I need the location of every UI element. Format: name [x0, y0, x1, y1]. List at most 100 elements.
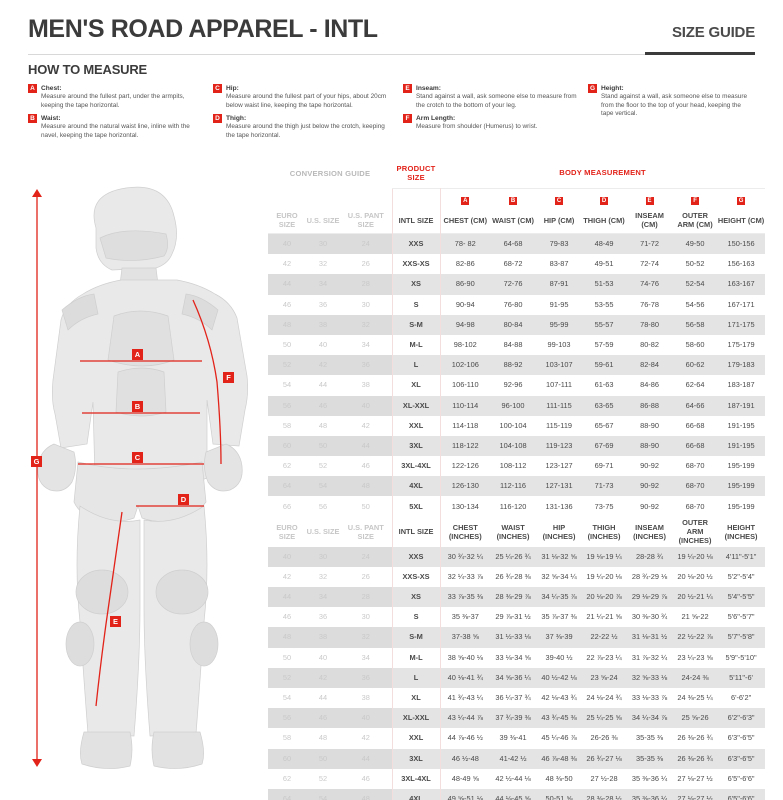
measure-item-arm-length: F Arm Length: Measure from shoulder (Hum… [403, 114, 580, 132]
cell-chest: 106-110 [451, 380, 479, 390]
cell-euro-size: 48 [268, 627, 306, 648]
measure-label: Chest: [41, 85, 62, 92]
column-header-inseam: INSEAM (CM) [635, 211, 664, 229]
cell-outer-arm: 26 ⅜-26 ¾ [677, 733, 713, 743]
page-header: MEN'S ROAD APPAREL - INTL SIZE GUIDE [28, 14, 755, 58]
cell-us-size: 56 [318, 501, 328, 511]
measure-text: Measure around the fullest part of your … [226, 93, 387, 109]
cell-hip: 103-107 [536, 355, 583, 376]
cell-us-pant-size: 42 [361, 420, 370, 430]
table-row: 52 42 36 L 102-106 88-92 103-107 59-61 82-84 60-6… [268, 355, 766, 376]
cell-hip: 87-91 [536, 274, 583, 295]
measure-text: Measure around the natural waist line, i… [41, 123, 190, 139]
column-header-waist: WAIST (CM) [492, 215, 534, 225]
cell-inseam: 88-90 [626, 435, 674, 457]
cell-intl-size: 3XL [391, 435, 441, 457]
cell-height: 6'-6'2" [730, 693, 752, 703]
cell-us-size: 50 [306, 435, 340, 457]
cell-inseam: 34 ¼-34 ⅞ [626, 708, 674, 729]
cell-height: 187-191 [717, 395, 766, 416]
cell-us-pant-size: 24 [340, 546, 393, 567]
table-row: 64 54 48 4XL 49 ⅝-51 ⅛ 44 ⅛-45 ⅝ 50-51 ⅝ 28 ⅜-2… [268, 788, 766, 800]
cell-outer-arm: 60-62 [673, 355, 718, 376]
cell-outer-arm: 62-64 [685, 380, 705, 390]
cell-us-pant-size: 26 [361, 259, 370, 269]
table-body-inches: 40 30 24 XXS 30 ¾-32 ¼ 25 ¼-26 ¾ 31 ⅛-32 ⅝ 19 ⅛… [268, 546, 766, 800]
measure-text: Measure around the fullest part, under t… [41, 93, 185, 109]
cell-inseam: 76-78 [640, 299, 659, 309]
cell-chest: 40 ⅛-41 ¾ [440, 667, 491, 688]
cell-thigh: 73-75 [594, 501, 614, 511]
cell-euro-size: 52 [268, 667, 306, 688]
inseam-line [95, 511, 123, 707]
cell-height: 5'9"-5'10" [725, 652, 757, 662]
cell-us-pant-size: 36 [340, 355, 393, 376]
cell-outer-arm: 20 ⅛-20 ½ [677, 571, 713, 581]
cell-inseam: 72-74 [640, 259, 659, 269]
cell-chest: 110-114 [440, 395, 491, 416]
marker-e-icon: E [645, 197, 654, 205]
cell-hip: 48 ⅜-50 [545, 773, 573, 783]
cell-chest: 114-118 [452, 420, 479, 430]
marker-d-icon: D [213, 114, 222, 124]
cell-outer-arm: 24 ⅜-25 ¼ [677, 693, 713, 703]
cell-hip: 99-103 [547, 340, 571, 350]
table-row: 40 30 24 XXS 30 ¾-32 ¼ 25 ¼-26 ¾ 31 ⅛-32 ⅝ 19 ⅛… [268, 546, 766, 567]
cell-thigh: 22 ⅞-23 ¼ [586, 652, 622, 662]
cell-thigh: 24 ⅛-24 ¾ [586, 693, 622, 703]
cell-height: 5'6"-5'7" [727, 612, 755, 622]
cell-chest: 126-130 [440, 476, 491, 497]
cell-us-pant-size: 36 [340, 667, 393, 688]
measure-label: Hip: [226, 85, 239, 92]
table-row: 42 32 26 XXS-XS 82-86 68-72 83-87 49-51 72-74 50-… [268, 254, 765, 275]
cell-outer-arm: 27 ⅛-27 ½ [673, 788, 718, 800]
cell-chest: 122-126 [451, 461, 479, 471]
cell-us-size: 52 [318, 773, 328, 783]
cell-thigh: 69-71 [594, 461, 614, 471]
cell-euro-size: 60 [268, 435, 306, 457]
cell-intl-size: S [391, 294, 441, 315]
cell-height: 191-195 [727, 420, 755, 430]
cell-euro-size: 44 [268, 274, 306, 295]
cell-waist: 25 ¼-26 ¾ [490, 546, 537, 567]
cell-us-pant-size: 30 [361, 612, 370, 622]
cell-chest: 49 ⅝-51 ⅛ [440, 788, 491, 800]
cell-inseam: 90-92 [626, 476, 674, 497]
measure-label: Height: [601, 85, 624, 92]
cell-outer-arm: 68-70 [685, 501, 705, 511]
cell-height: 5'4"-5'5" [717, 587, 766, 608]
cell-chest: 90-94 [455, 299, 475, 309]
column-header-us-pant-size: U.S. PANT SIZE [347, 522, 384, 541]
cell-waist: 29 ⅞-31 ½ [495, 612, 531, 622]
cell-intl-size: L [391, 355, 441, 376]
cell-us-size: 30 [306, 233, 340, 255]
cell-us-pant-size: 42 [361, 733, 370, 743]
cell-thigh: 57-59 [594, 340, 614, 350]
cell-waist: 28 ⅜-29 ⅞ [490, 587, 537, 608]
cell-hip: 107-111 [546, 380, 573, 390]
cell-waist: 112-116 [490, 476, 537, 497]
cell-us-pant-size: 32 [340, 627, 393, 648]
cell-waist: 88-92 [490, 355, 537, 376]
column-header-us-size: U.S. SIZE [306, 527, 340, 537]
cell-euro-size: 52 [268, 355, 306, 376]
cell-height: 171-175 [717, 314, 766, 335]
cell-us-size: 42 [306, 667, 340, 688]
cell-hip: 123-127 [545, 461, 573, 471]
how-to-measure-heading: HOW TO MEASURE [28, 62, 148, 77]
cell-outer-arm: 21 ⅝-22 [681, 612, 709, 622]
cell-us-size: 46 [306, 395, 340, 416]
cell-outer-arm: 25 ⅝-26 [673, 708, 718, 729]
marker-g-icon: G [737, 197, 746, 205]
measure-text: Measure from shoulder (Humerus) to wrist… [416, 123, 538, 131]
how-to-measure-grid: A Chest: Measure around the fullest part… [28, 84, 755, 144]
cell-inseam: 31 ⅞-32 ¼ [631, 652, 668, 662]
measure-item-thigh: D Thigh: Measure around the thigh just b… [213, 114, 395, 140]
cell-inseam: 88-90 [640, 420, 659, 430]
table-letter-row: A B C D E F G [268, 188, 766, 207]
cell-waist: 80-84 [490, 314, 537, 335]
cell-waist: 100-104 [499, 420, 527, 430]
cell-waist: 68-72 [503, 259, 523, 269]
